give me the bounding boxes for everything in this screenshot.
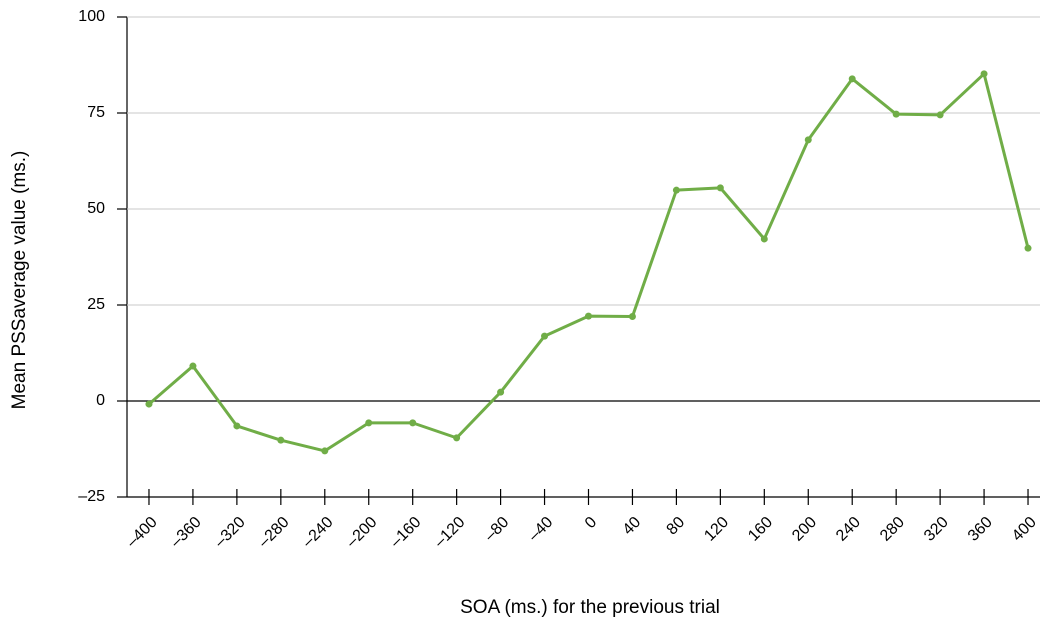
x-tick-label: 400 [1009, 514, 1040, 545]
x-tick-label: –280 [255, 514, 292, 551]
y-tick-label: 25 [87, 296, 105, 313]
y-axis-title: Mean PSSaverage value (ms.) [9, 151, 30, 410]
data-point [453, 434, 461, 442]
data-point [365, 419, 373, 427]
data-point [497, 388, 505, 396]
data-point [760, 235, 768, 243]
data-point [980, 70, 988, 78]
data-point [321, 447, 329, 455]
x-tick-label: –400 [124, 514, 161, 551]
data-point [848, 75, 856, 83]
data-point [233, 422, 241, 430]
x-tick-label: –40 [525, 514, 556, 545]
y-tick-label: 75 [87, 104, 105, 121]
data-point [892, 110, 900, 118]
data-point [277, 436, 285, 444]
x-tick-label: 240 [833, 514, 864, 545]
data-line [147, 72, 1030, 453]
x-tick-label: 80 [664, 514, 689, 539]
data-point [409, 419, 417, 427]
y-tick-label: 100 [78, 8, 105, 25]
x-tick-label: –160 [387, 514, 424, 551]
data-point [672, 186, 680, 194]
x-tick-label: 40 [620, 514, 645, 539]
x-tick-label: –200 [343, 514, 380, 551]
x-tick-label: 200 [789, 514, 820, 545]
x-tick-label: 120 [701, 514, 732, 545]
y-tick-label: –25 [78, 488, 105, 505]
x-tick-label: 280 [877, 514, 908, 545]
data-point [804, 136, 812, 144]
data-point [585, 312, 592, 320]
data-point [716, 184, 724, 192]
data-point [189, 362, 197, 370]
data-point [1024, 244, 1032, 252]
data-point [628, 313, 636, 321]
y-tick-label: 0 [96, 392, 105, 409]
x-tick-label: –320 [212, 514, 249, 551]
x-tick-label: 320 [921, 514, 952, 545]
y-tick-label: 50 [87, 200, 105, 217]
x-tick-label: –360 [168, 514, 205, 551]
data-point [145, 400, 153, 408]
x-tick-label: –240 [299, 514, 336, 551]
x-tick-label: –80 [482, 514, 513, 545]
data-point [936, 111, 944, 119]
x-axis-title: SOA (ms.) for the previous trial [460, 597, 720, 618]
data-point [541, 332, 549, 340]
x-tick-label: 360 [965, 514, 996, 545]
x-tick-label: 160 [745, 514, 776, 545]
x-tick-label: 0 [582, 514, 600, 532]
x-tick-label: –120 [431, 514, 468, 551]
